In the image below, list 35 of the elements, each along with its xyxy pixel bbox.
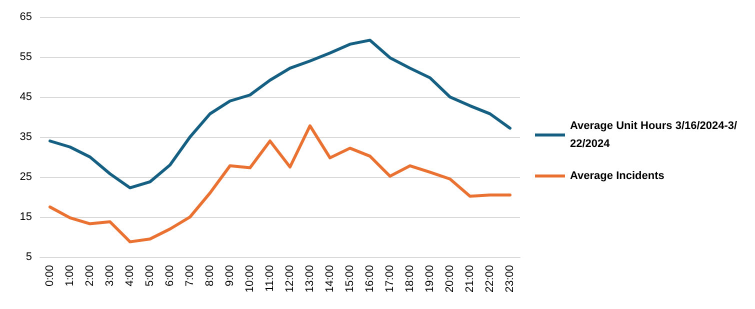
x-tick-label: 3:00 <box>104 265 116 286</box>
x-tick-label: 16:00 <box>364 265 376 293</box>
x-tick-label: 9:00 <box>224 265 236 286</box>
y-tick-label: 65 <box>20 11 32 23</box>
x-tick-label: 4:00 <box>124 265 136 286</box>
y-tick-label: 5 <box>26 251 32 263</box>
x-tick-label: 23:00 <box>504 265 516 293</box>
x-tick-label: 21:00 <box>464 265 476 293</box>
x-tick-label: 14:00 <box>324 265 336 293</box>
x-tick-label: 10:00 <box>244 265 256 293</box>
x-tick-label: 11:00 <box>264 265 276 292</box>
x-tick-label: 17:00 <box>384 265 396 293</box>
y-tick-label: 35 <box>20 131 32 143</box>
x-tick-label: 22:00 <box>484 265 496 293</box>
x-tick-label: 5:00 <box>144 265 156 286</box>
x-tick-label: 6:00 <box>164 265 176 286</box>
x-tick-label: 20:00 <box>444 265 456 293</box>
x-tick-label: 18:00 <box>404 265 416 293</box>
x-tick-label: 13:00 <box>304 265 316 293</box>
line-series <box>48 38 512 190</box>
x-tick-label: 15:00 <box>344 265 356 293</box>
y-tick-label: 55 <box>20 51 32 63</box>
x-tick-label: 0:00 <box>44 265 56 286</box>
line-series <box>48 124 512 244</box>
y-tick-label: 15 <box>20 211 32 223</box>
y-tick-label: 25 <box>20 171 32 183</box>
legend-label: Average Unit Hours 3/16/2024-3/22/2024 <box>570 120 738 150</box>
x-tick-label: 2:00 <box>84 265 96 286</box>
x-tick-label: 7:00 <box>184 265 196 286</box>
x-tick-label: 19:00 <box>424 265 436 293</box>
x-tick-label: 12:00 <box>284 265 296 293</box>
y-tick-label: 45 <box>20 91 32 103</box>
x-tick-label: 8:00 <box>204 265 216 286</box>
x-tick-label: 1:00 <box>64 265 76 286</box>
legend-label: Average Incidents <box>570 170 664 182</box>
